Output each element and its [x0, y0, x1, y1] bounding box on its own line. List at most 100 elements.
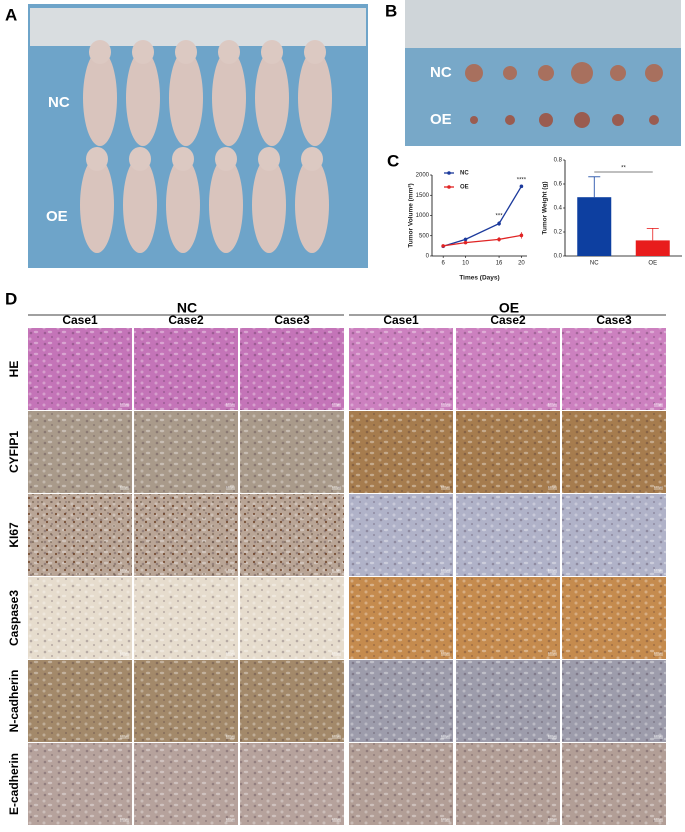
scale-bar-label: 100μm: [226, 651, 236, 655]
micrograph-texture: [562, 743, 666, 825]
mouse-head: [258, 147, 280, 171]
stain-label: HE: [7, 361, 21, 378]
mouse-head: [261, 40, 283, 64]
x-tick-label: 20: [518, 261, 525, 267]
legend-marker: [447, 185, 451, 189]
legend-label: NC: [460, 171, 469, 177]
group-label: OE: [430, 111, 452, 128]
mouse: [255, 50, 289, 146]
mouse: [80, 157, 114, 253]
micrograph-nuclei: [28, 494, 132, 576]
mouse: [209, 157, 243, 253]
point: [519, 233, 524, 238]
micrograph-texture: [456, 328, 560, 410]
panel-label: D: [5, 289, 17, 308]
scale-bar-label: 100μm: [654, 402, 664, 406]
micrograph-texture: [562, 577, 666, 659]
micrograph-texture: [134, 577, 238, 659]
panel-label: A: [5, 5, 17, 24]
mouse-head: [175, 40, 197, 64]
stain-label: N-cadherin: [7, 670, 21, 733]
scale-bar-label: 100μm: [226, 402, 236, 406]
scale-bar-label: 100μm: [548, 651, 558, 655]
mouse: [169, 50, 203, 146]
x-tick-label: 10: [462, 261, 469, 267]
micrograph-texture: [240, 743, 344, 825]
micrograph-texture: [240, 411, 344, 493]
micrograph-texture: [28, 577, 132, 659]
x-axis-label: Times (Days): [459, 275, 499, 282]
stain-label: Caspase3: [7, 590, 21, 646]
micrograph-texture: [562, 411, 666, 493]
y-tick-label: 0.4: [554, 206, 563, 212]
scale-bar-label: 100μm: [332, 651, 342, 655]
y-tick-label: 0.0: [554, 254, 563, 260]
micrograph-texture: [349, 494, 453, 576]
micrograph-texture: [562, 328, 666, 410]
mouse: [126, 50, 160, 146]
micrograph-texture: [28, 328, 132, 410]
point: [463, 237, 468, 242]
mouse: [212, 50, 246, 146]
mouse: [123, 157, 157, 253]
x-tick-label: OE: [648, 261, 657, 267]
mouse: [252, 157, 286, 253]
y-tick-label: 1500: [416, 193, 430, 199]
y-tick-label: 0.8: [554, 158, 563, 164]
significance: ****: [517, 177, 527, 183]
y-tick-label: 500: [419, 233, 430, 239]
y-tick-label: 0.2: [554, 230, 563, 236]
mouse-head: [218, 40, 240, 64]
scale-bar-label: 100μm: [120, 734, 130, 738]
legend-marker: [447, 171, 451, 175]
mouse-head: [301, 147, 323, 171]
scale-bar-label: 100μm: [654, 485, 664, 489]
scale-bar-label: 100μm: [226, 485, 236, 489]
scale-bar-label: 100μm: [226, 568, 236, 572]
micrograph-texture: [28, 660, 132, 742]
group-label: NC: [48, 94, 70, 111]
scale-bar-label: 100μm: [548, 734, 558, 738]
point: [519, 184, 524, 189]
tumor: [503, 66, 517, 80]
mouse: [166, 157, 200, 253]
legend-label: OE: [460, 185, 469, 191]
mouse: [295, 157, 329, 253]
micrograph-texture: [28, 411, 132, 493]
tumor: [505, 115, 515, 125]
x-tick-label: 16: [496, 261, 503, 267]
scale-bar-label: 100μm: [654, 568, 664, 572]
micrograph-nuclei: [240, 494, 344, 576]
micrograph-nuclei: [134, 494, 238, 576]
scale-bar-label: 100μm: [441, 402, 451, 406]
scale-bar-label: 100μm: [120, 568, 130, 572]
y-tick-label: 1000: [416, 213, 430, 219]
micrograph-texture: [456, 577, 560, 659]
stain-label: KI67: [7, 522, 21, 548]
group-label: NC: [430, 64, 452, 81]
scale-bar-label: 100μm: [441, 485, 451, 489]
series-line: [442, 186, 522, 247]
tumor: [465, 64, 483, 82]
group-header: NC: [177, 300, 197, 316]
mouse: [298, 50, 332, 146]
mouse-head: [86, 147, 108, 171]
scale-bar-label: 100μm: [120, 651, 130, 655]
micrograph-texture: [456, 660, 560, 742]
point: [497, 237, 501, 242]
bar: [577, 197, 612, 256]
tumor: [539, 113, 553, 127]
tumor: [645, 64, 663, 82]
series-line: [443, 234, 522, 247]
micrograph-texture: [456, 411, 560, 493]
mouse-head: [129, 147, 151, 171]
scale-bar-label: 100μm: [548, 402, 558, 406]
case-label: Case2: [168, 313, 204, 327]
scale-bar-label: 100μm: [654, 651, 664, 655]
scale-bar-label: 100μm: [226, 734, 236, 738]
tumor: [612, 114, 624, 126]
case-label: Case2: [490, 313, 526, 327]
y-tick-label: 0.6: [554, 182, 563, 188]
mouse: [83, 50, 117, 146]
